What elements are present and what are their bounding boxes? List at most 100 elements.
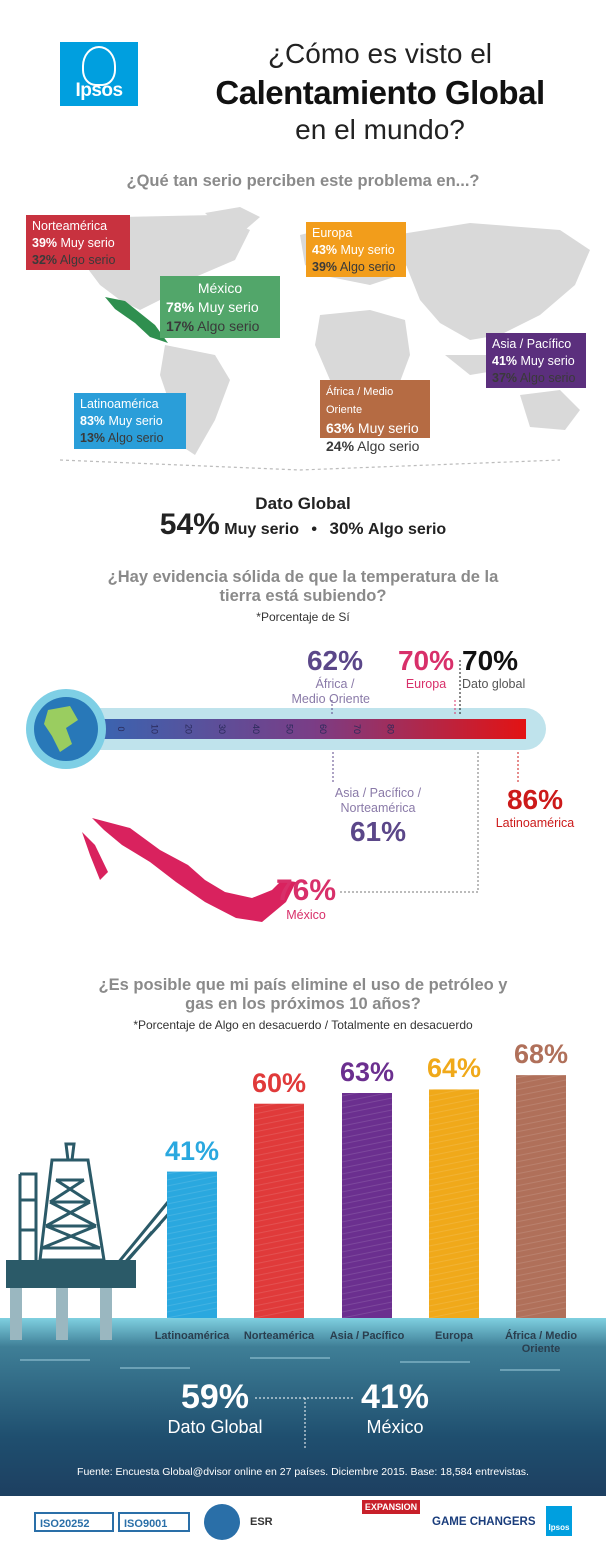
section3-note: *Porcentaje de Algo en desacuerdo / Tota…	[133, 1018, 473, 1032]
bar-texture	[515, 1235, 567, 1247]
bar-texture	[515, 1181, 567, 1193]
bar-texture	[253, 1193, 305, 1205]
region-box-mexico: México 78% Muy serio 17% Algo serio	[160, 276, 280, 338]
bar-texture	[428, 1277, 480, 1289]
bar-texture	[428, 1283, 480, 1295]
bar-texture	[253, 1217, 305, 1229]
bar-texture	[515, 1301, 567, 1313]
bar-texture	[341, 1217, 393, 1229]
ipsos-small-logo: Ipsos	[546, 1506, 572, 1536]
bar-texture	[428, 1193, 480, 1205]
bar-texture	[166, 1217, 218, 1229]
bar-texture	[428, 1151, 480, 1163]
bar-texture	[428, 1109, 480, 1121]
callout-asia: Asia / Pacífico / Norteamérica 61%	[334, 786, 422, 847]
bar-texture	[341, 1187, 393, 1199]
bar-category-label: Latinoamérica	[154, 1330, 230, 1342]
bar-texture	[253, 1289, 305, 1301]
bar-texture	[428, 1121, 480, 1133]
bar-texture	[428, 1079, 480, 1091]
bar-texture	[341, 1253, 393, 1265]
bar-value-label: 41%	[164, 1135, 220, 1166]
bar-4	[516, 1075, 566, 1318]
bar-texture	[166, 1241, 218, 1253]
bar-texture	[515, 1157, 567, 1169]
mexico-highlight	[105, 297, 168, 343]
scale-tick-label: 40	[251, 724, 261, 734]
bar-texture	[341, 1211, 393, 1223]
bar-texture	[341, 1283, 393, 1295]
bar-2	[342, 1093, 392, 1318]
scale-tick-label: 50	[285, 724, 295, 734]
bar-texture	[166, 1295, 218, 1307]
bar-texture	[515, 1169, 567, 1181]
bar-texture	[166, 1247, 218, 1259]
callout-africa: 62% África /	[306, 645, 364, 691]
bar-texture	[253, 1103, 305, 1115]
bar-texture	[428, 1127, 480, 1139]
bar-texture	[166, 1283, 218, 1295]
bar-texture	[515, 1289, 567, 1301]
bar-texture	[515, 1271, 567, 1283]
bar-texture	[515, 1073, 567, 1085]
bar-texture	[341, 1097, 393, 1109]
bar-texture	[515, 1223, 567, 1235]
bar-texture	[515, 1139, 567, 1151]
bar-texture	[428, 1199, 480, 1211]
bar-texture	[253, 1109, 305, 1121]
bar-texture	[428, 1295, 480, 1307]
bar-texture	[341, 1091, 393, 1103]
bar-texture	[166, 1289, 218, 1301]
bar-texture	[428, 1205, 480, 1217]
bar-texture	[166, 1187, 218, 1199]
bar-texture	[341, 1085, 393, 1097]
bar-texture	[341, 1199, 393, 1211]
bar-texture	[428, 1307, 480, 1319]
bar-texture	[515, 1187, 567, 1199]
bar-texture	[341, 1115, 393, 1127]
section3-global-label: Dato Global	[167, 1417, 263, 1437]
bar-texture	[253, 1205, 305, 1217]
bar-texture	[166, 1193, 218, 1205]
bar-texture	[428, 1265, 480, 1277]
bar-texture	[253, 1241, 305, 1253]
bar-texture	[428, 1175, 480, 1187]
section2-question-line2: tierra está subiendo?	[219, 587, 387, 605]
map-baseline	[59, 459, 561, 471]
bar-texture	[341, 1241, 393, 1253]
region-name: México	[197, 280, 243, 296]
bar-texture	[341, 1271, 393, 1283]
bar-texture	[166, 1199, 218, 1211]
oil-rig-icon	[6, 1142, 174, 1340]
thermometer-fill	[100, 719, 526, 739]
region-name: Norteamérica	[32, 219, 108, 233]
bar-texture	[341, 1169, 393, 1181]
bar-texture	[253, 1271, 305, 1283]
bar-texture	[166, 1265, 218, 1277]
bar-texture	[166, 1205, 218, 1217]
bar-texture	[341, 1181, 393, 1193]
bar-value-label: 60%	[251, 1067, 307, 1098]
bar-texture	[166, 1271, 218, 1283]
scale-ticks: 0 10 20 30 40 50 60 70 80	[116, 724, 396, 734]
bar-texture	[341, 1301, 393, 1313]
bar-texture	[253, 1223, 305, 1235]
section2-note: *Porcentaje de Sí	[256, 610, 350, 624]
bar-texture	[341, 1175, 393, 1187]
region-name: Latinoamérica	[80, 397, 159, 411]
bar-texture	[341, 1277, 393, 1289]
bar-texture	[515, 1217, 567, 1229]
bar-texture	[428, 1085, 480, 1097]
bar-texture	[428, 1091, 480, 1103]
bar-texture	[166, 1175, 218, 1187]
region-name: Europa	[312, 226, 353, 240]
bar-texture	[166, 1211, 218, 1223]
bar-texture	[166, 1163, 218, 1175]
bar-texture	[253, 1307, 305, 1319]
bar-texture	[515, 1295, 567, 1307]
bar-texture	[253, 1151, 305, 1163]
bar-texture	[428, 1181, 480, 1193]
bar-texture	[515, 1283, 567, 1295]
bar-texture	[341, 1307, 393, 1319]
bar-texture	[253, 1301, 305, 1313]
